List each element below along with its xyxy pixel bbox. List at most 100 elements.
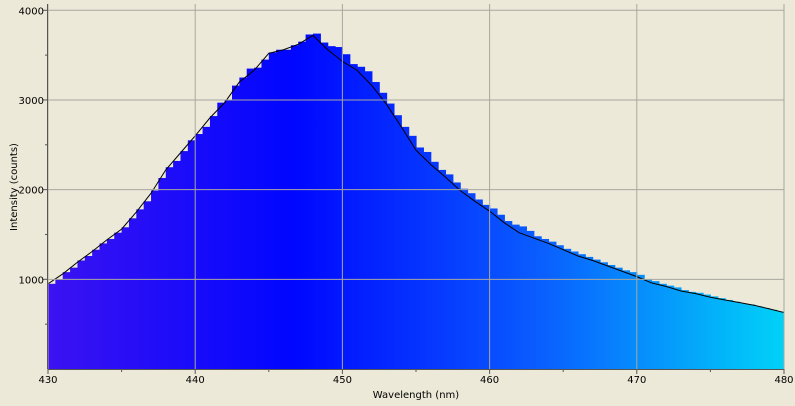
bar — [305, 34, 314, 369]
bar — [732, 301, 741, 369]
bar — [754, 306, 763, 369]
bar — [666, 285, 675, 369]
bar — [658, 283, 667, 369]
bar — [128, 218, 137, 369]
bar — [747, 304, 756, 369]
bar — [776, 311, 784, 369]
bar — [143, 201, 152, 369]
bar — [445, 174, 454, 369]
y-axis-label: Intensity (counts) — [9, 143, 20, 231]
bar — [173, 160, 182, 369]
y-tick-label: 2000 — [19, 186, 44, 197]
bar — [401, 126, 410, 369]
bar — [541, 238, 550, 369]
bar — [48, 283, 56, 369]
x-axis-label: Wavelength (nm) — [373, 390, 459, 401]
bar — [209, 116, 218, 369]
bar — [386, 103, 395, 369]
bar — [320, 42, 329, 369]
bar — [99, 243, 108, 369]
x-tick-label: 470 — [627, 375, 646, 386]
bar — [364, 71, 373, 369]
bar — [121, 227, 130, 369]
bar — [467, 193, 476, 369]
bar — [585, 256, 594, 369]
bar — [268, 52, 277, 369]
bar — [423, 151, 432, 369]
bar — [710, 296, 719, 369]
bar — [165, 167, 174, 369]
bar — [357, 66, 366, 369]
bar — [614, 267, 623, 369]
bar — [511, 224, 520, 369]
bar — [283, 49, 292, 369]
bar — [180, 151, 189, 369]
bar — [607, 264, 616, 369]
bar — [77, 260, 86, 369]
bar — [371, 82, 380, 369]
bar — [496, 214, 505, 369]
bar — [290, 45, 299, 369]
bar — [158, 177, 167, 369]
bar — [482, 204, 491, 369]
bar — [548, 241, 557, 369]
bar — [335, 47, 343, 369]
bar — [519, 226, 527, 369]
bar — [70, 267, 79, 369]
bar — [298, 41, 307, 369]
y-tick-label: 3000 — [19, 96, 44, 107]
bar — [224, 99, 233, 369]
bar — [187, 140, 196, 369]
bar — [504, 221, 513, 369]
x-tick-label: 430 — [38, 375, 57, 386]
bar — [489, 208, 498, 369]
bar — [703, 294, 711, 369]
bar — [261, 59, 270, 369]
bar — [349, 64, 358, 369]
bar — [114, 232, 123, 369]
bar — [84, 256, 93, 369]
x-tick-label: 460 — [480, 375, 499, 386]
bar — [239, 77, 248, 369]
bar — [570, 251, 579, 369]
bar — [136, 209, 145, 369]
bar — [312, 33, 321, 369]
bar — [739, 303, 748, 369]
bar — [673, 287, 682, 369]
bar — [379, 92, 388, 369]
bar — [393, 115, 402, 369]
x-tick-label: 480 — [774, 375, 793, 386]
bar — [680, 290, 689, 369]
bar — [526, 230, 535, 369]
bar — [563, 248, 572, 369]
bar — [246, 68, 255, 369]
bar — [688, 291, 697, 369]
bar — [195, 134, 204, 369]
bar — [769, 309, 778, 369]
bar — [651, 281, 660, 369]
bar — [254, 67, 263, 369]
bar — [717, 298, 726, 369]
bar — [438, 169, 447, 369]
bar — [629, 272, 638, 369]
bar — [106, 238, 115, 369]
y-tick-label: 1000 — [19, 275, 44, 286]
bar — [55, 279, 64, 369]
bar — [644, 279, 653, 369]
bar — [600, 262, 608, 369]
bar — [342, 54, 351, 369]
x-tick-label: 440 — [186, 375, 205, 386]
bar — [761, 308, 770, 369]
bar — [452, 182, 461, 369]
bar — [474, 199, 483, 369]
bar — [725, 299, 734, 369]
bar — [592, 259, 601, 369]
bar — [217, 102, 226, 369]
bar — [555, 245, 564, 369]
x-tick-label: 450 — [333, 375, 352, 386]
bar — [430, 161, 439, 369]
bar — [276, 49, 285, 369]
bar — [62, 272, 71, 369]
